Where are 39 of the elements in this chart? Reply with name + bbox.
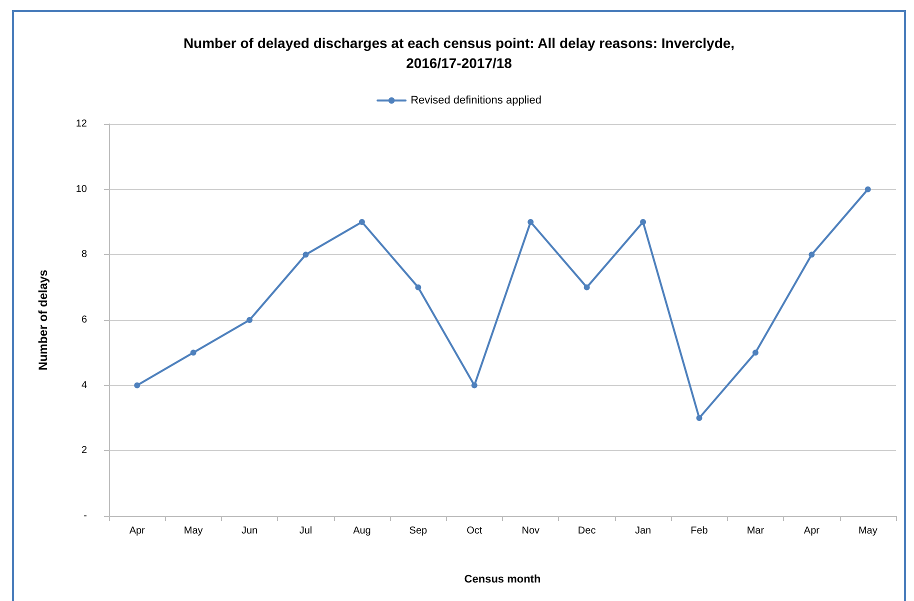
y-tick-label: - bbox=[84, 510, 87, 522]
x-tick-label: Aug bbox=[353, 526, 371, 536]
point bbox=[864, 186, 871, 192]
x-tick-label: Jul bbox=[299, 526, 312, 536]
point bbox=[640, 219, 646, 225]
point bbox=[190, 350, 196, 356]
chart-title: Number of delayed discharges at each census point: All delay reasons: Inverclyde, 2016/17-2017/18 bbox=[183, 35, 735, 71]
point bbox=[696, 415, 702, 421]
point bbox=[134, 382, 140, 388]
y-tick-label: 10 bbox=[76, 184, 88, 195]
y-tick-label: 2 bbox=[81, 445, 88, 456]
point bbox=[752, 350, 758, 356]
point bbox=[415, 284, 422, 290]
x-tick-label: Dec bbox=[578, 526, 596, 536]
point bbox=[358, 219, 365, 225]
y-tick-label: 12 bbox=[76, 118, 88, 130]
point bbox=[808, 252, 815, 258]
x-tick-label: Oct bbox=[466, 526, 482, 536]
y-tick-label: 8 bbox=[81, 249, 88, 260]
x-tick-label: Feb bbox=[690, 526, 708, 536]
x-tick-label: Sep bbox=[409, 526, 428, 536]
x-tick-label: Nov bbox=[522, 526, 540, 536]
point bbox=[528, 219, 534, 225]
x-tick-label: Mar bbox=[746, 526, 765, 536]
y-tick-label: 4 bbox=[81, 380, 88, 391]
x-tick-label: May bbox=[858, 526, 878, 536]
x-tick-label: Apr bbox=[129, 526, 146, 536]
x-tick-label: May bbox=[184, 526, 203, 536]
point bbox=[584, 284, 590, 290]
point bbox=[471, 382, 478, 388]
x-axis-title: Census month bbox=[464, 574, 541, 586]
x-tick-label: Jan bbox=[634, 526, 652, 536]
y-axis-title: Number of delays bbox=[36, 269, 50, 370]
point bbox=[302, 252, 309, 258]
x-tick-label: Jun bbox=[241, 526, 258, 536]
x-tick-label: Apr bbox=[804, 526, 820, 536]
y-tick-label: 6 bbox=[81, 314, 88, 326]
legend-label: Revised definitions applied bbox=[410, 94, 542, 106]
point bbox=[246, 317, 253, 323]
